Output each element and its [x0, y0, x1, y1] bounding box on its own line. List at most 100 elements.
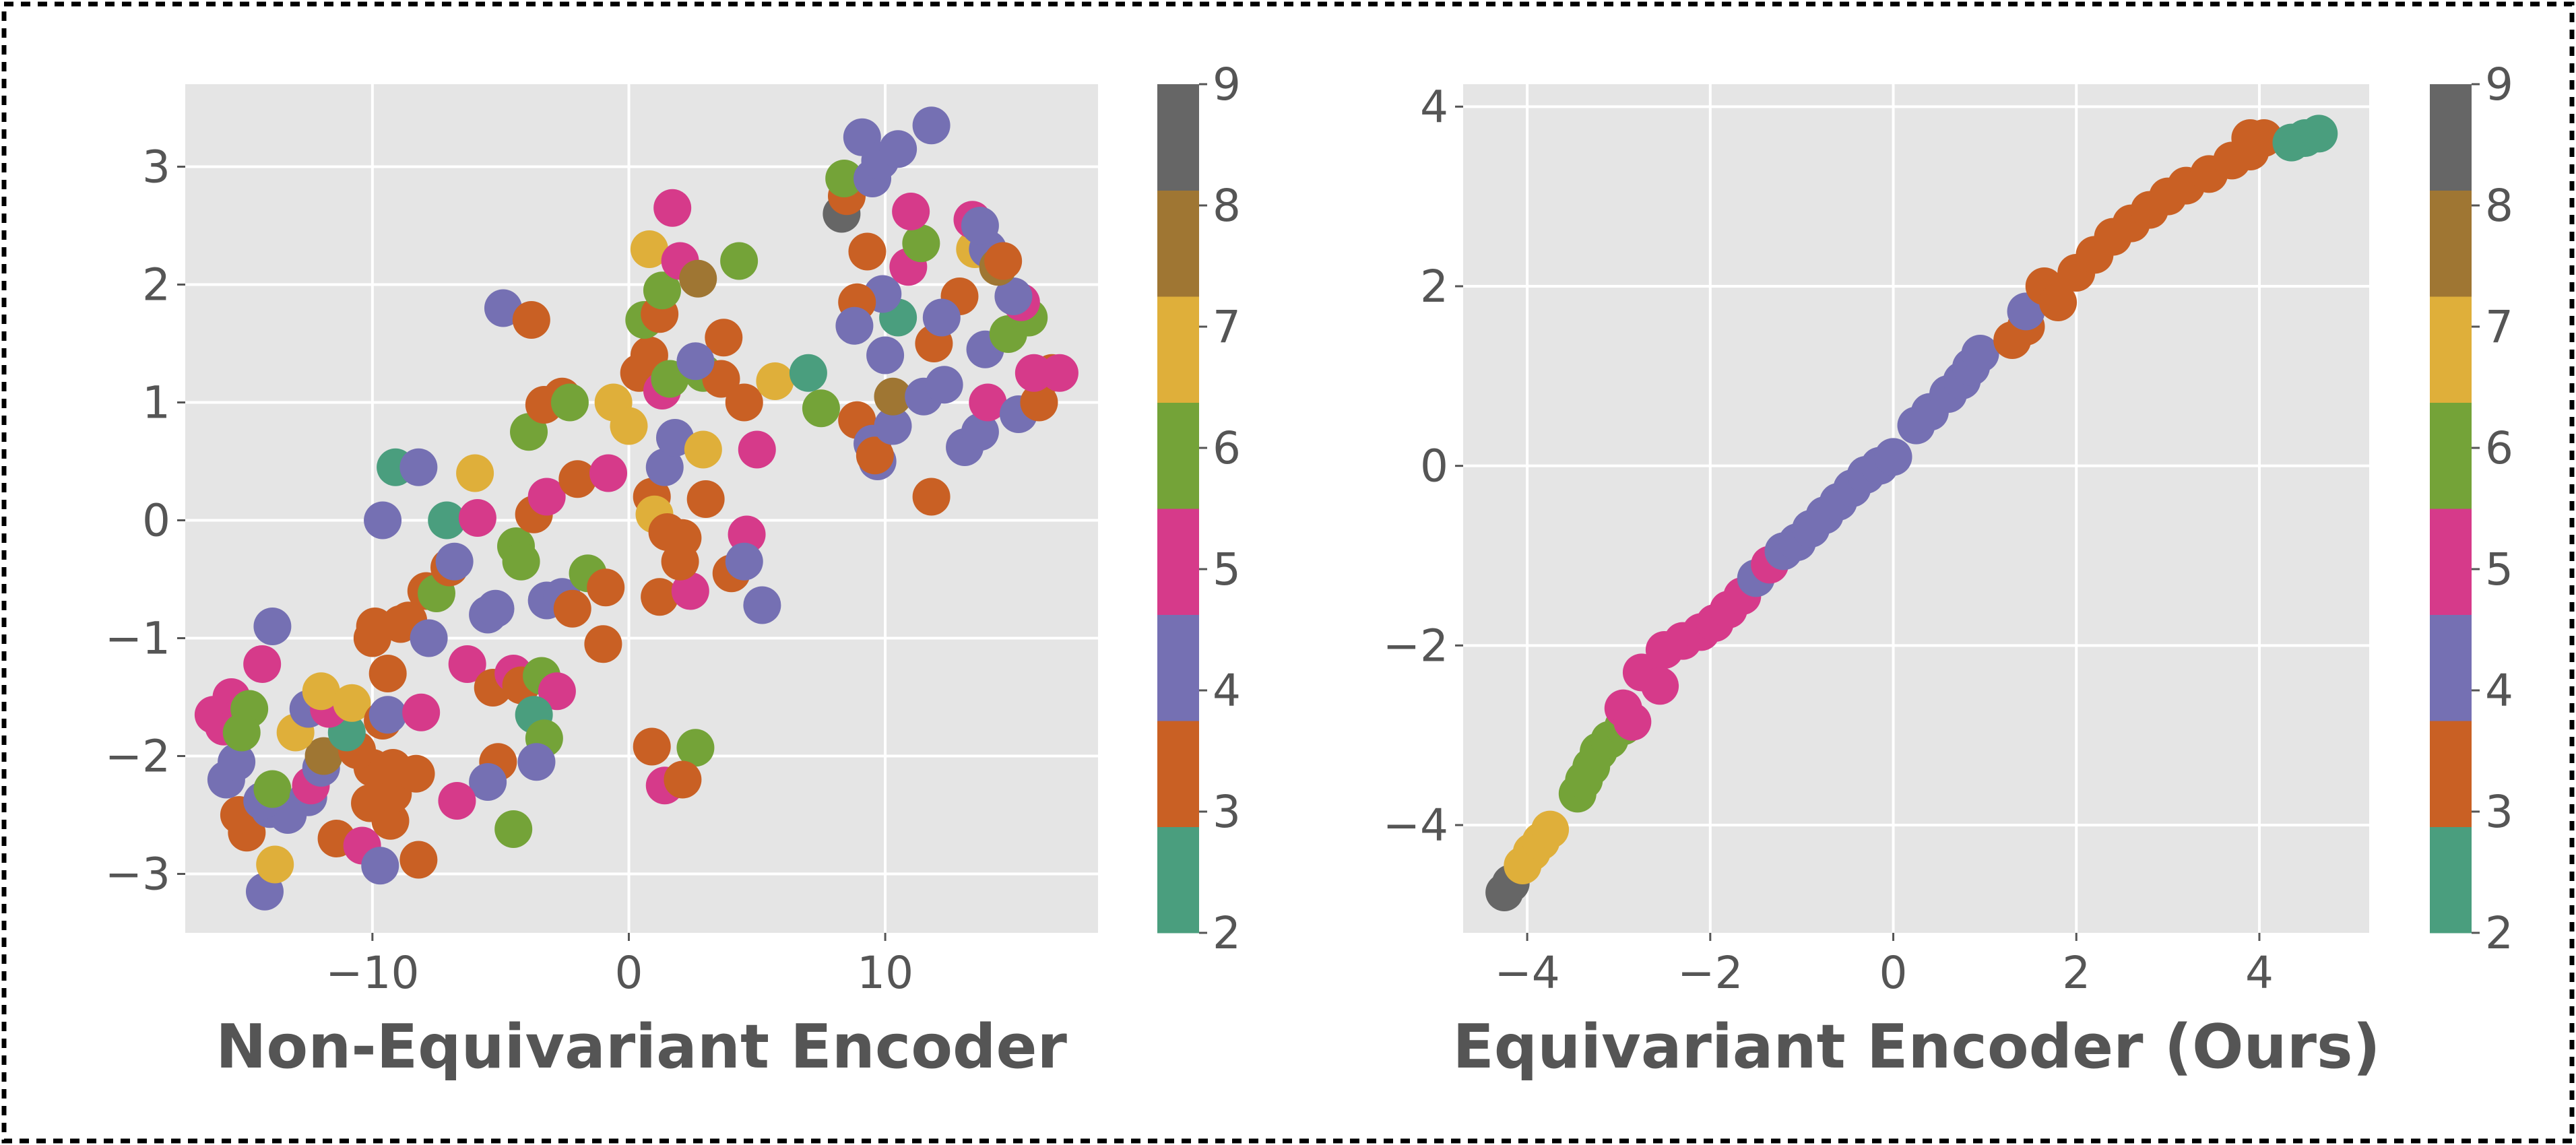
colorbar-segment-9: [1157, 84, 1199, 191]
y-tick-label: 3: [142, 141, 170, 193]
data-point-class-4: [1874, 438, 1912, 476]
x-tick-label: 2: [2062, 947, 2090, 999]
colorbar-tick-label: 2: [2485, 907, 2513, 959]
y-tick-label: 0: [1420, 440, 1448, 492]
data-point-class-3: [984, 242, 1023, 280]
y-tick-label: −2: [105, 731, 170, 783]
data-point-class-4: [866, 336, 905, 374]
data-point-class-3: [912, 478, 951, 516]
data-point-class-8: [304, 737, 343, 775]
data-point-class-5: [892, 193, 930, 230]
colorbar-segment-6: [1157, 402, 1199, 509]
data-point-class-4: [435, 542, 474, 581]
data-point-class-3: [633, 727, 671, 766]
y-tick-label: 2: [1420, 261, 1448, 313]
x-tick-label: −4: [1494, 947, 1559, 999]
colorbar-segment-8: [1157, 190, 1199, 297]
y-tick-label: −4: [1383, 799, 1448, 851]
data-point-class-5: [671, 572, 709, 610]
x-axis-label: Non-Equivariant Encoder: [216, 1012, 1067, 1082]
colorbar-tick-label: 3: [2485, 786, 2513, 838]
data-point-class-7: [1531, 810, 1570, 849]
x-tick-label: −10: [325, 947, 419, 999]
colorbar-segment-7: [1157, 296, 1199, 403]
x-axis-label: Equivariant Encoder (Ours): [1452, 1012, 2380, 1082]
data-point-class-4: [743, 586, 781, 624]
data-point-class-7: [610, 407, 648, 445]
y-tick-label: 1: [142, 377, 170, 429]
data-point-class-2: [428, 501, 466, 539]
data-point-class-4: [961, 207, 999, 244]
data-point-class-4: [253, 608, 292, 645]
data-point-class-2: [2300, 115, 2338, 153]
data-point-class-5: [402, 693, 441, 731]
data-point-class-4: [874, 407, 912, 445]
data-point-class-6: [643, 271, 681, 310]
data-point-class-5: [589, 454, 628, 492]
data-point-class-4: [645, 448, 684, 486]
colorbar: 2 3 4 5 6 7 8 9: [2430, 59, 2513, 959]
data-point-class-5: [738, 430, 776, 469]
data-point-class-7: [256, 845, 294, 884]
data-point-class-3: [512, 301, 550, 339]
y-tick-label: 2: [142, 259, 170, 311]
data-point-class-7: [456, 454, 494, 492]
data-point-class-3: [856, 436, 894, 475]
colorbar-segment-9: [2430, 84, 2472, 191]
data-point-class-7: [684, 430, 722, 469]
data-point-class-5: [728, 515, 766, 554]
colorbar-tick-label: 9: [1213, 59, 1241, 110]
data-point-class-4: [835, 306, 874, 345]
colorbar-tick-label: 7: [2485, 301, 2513, 353]
data-point-class-7: [630, 230, 668, 268]
data-point-class-4: [410, 619, 448, 657]
data-point-class-4: [399, 448, 438, 486]
data-point-class-5: [527, 478, 566, 516]
data-point-class-6: [720, 242, 759, 280]
data-point-class-3: [705, 319, 743, 357]
panel-equivariant: −4 −2 0 2 4 −4 −2 0 2 4 Equivariant Encoder (Our…: [1383, 59, 2513, 1082]
colorbar-segment-5: [2430, 509, 2472, 615]
data-point-class-3: [2039, 284, 2078, 321]
data-point-class-5: [538, 672, 576, 711]
data-point-class-4: [961, 413, 999, 451]
data-point-class-5: [458, 499, 496, 537]
x-tick-label: 10: [857, 947, 913, 999]
data-point-class-6: [222, 713, 261, 752]
data-point-class-6: [502, 542, 540, 581]
colorbar-segment-3: [2430, 721, 2472, 827]
x-tick-label: 0: [1879, 947, 1908, 999]
colorbar-tick-label: 5: [2485, 544, 2513, 595]
colorbar-segment-5: [1157, 509, 1199, 615]
data-point-class-7: [302, 672, 340, 711]
data-point-class-3: [584, 625, 622, 663]
colorbar-tick-label: 2: [1213, 907, 1241, 959]
data-point-class-3: [848, 232, 887, 271]
data-point-class-8: [874, 377, 912, 416]
data-point-class-3: [553, 589, 591, 628]
data-point-class-4: [517, 743, 556, 781]
colorbar-segment-6: [2430, 402, 2472, 509]
y-tick-label: 4: [1420, 81, 1448, 133]
colorbar-segment-3: [1157, 721, 1199, 827]
data-point-class-4: [361, 847, 399, 885]
data-point-class-4: [922, 298, 961, 337]
plot-area: [1463, 84, 2369, 933]
colorbar-segment-7: [2430, 296, 2472, 403]
colorbar-segment-2: [2430, 826, 2472, 934]
data-point-class-3: [1020, 383, 1058, 422]
data-point-class-4: [879, 130, 917, 168]
data-point-class-3: [558, 460, 597, 498]
data-point-class-4: [484, 289, 522, 327]
data-point-class-2: [789, 354, 827, 392]
scatter-points: [194, 106, 1078, 911]
data-point-class-6: [825, 160, 864, 197]
data-point-class-3: [587, 568, 625, 607]
data-point-class-3: [371, 802, 410, 840]
data-point-class-5: [243, 645, 282, 683]
data-point-class-3: [641, 578, 679, 616]
colorbar-tick-label: 4: [2485, 665, 2513, 717]
data-point-class-4: [655, 419, 694, 457]
